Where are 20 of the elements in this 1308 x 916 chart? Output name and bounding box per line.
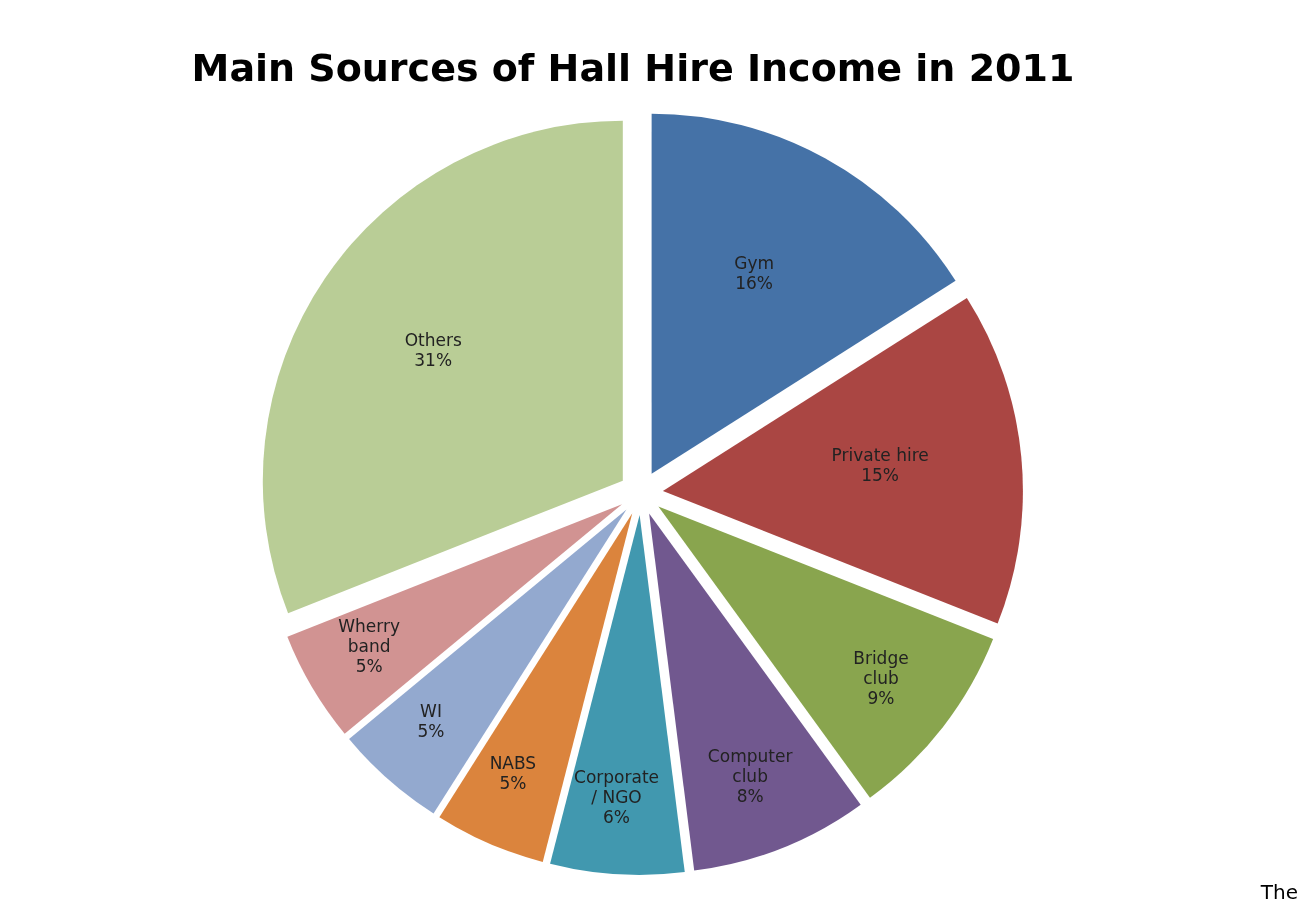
data-label: 5% <box>417 720 445 741</box>
slice-label: Private hire <box>831 444 929 465</box>
data-label: 5% <box>499 772 527 793</box>
data-label: 9% <box>867 688 895 708</box>
slice-label: WI <box>420 700 442 721</box>
slice-label: Wherry band <box>338 615 401 656</box>
slice-label: NABS <box>489 752 537 773</box>
data-label: 6% <box>603 807 631 828</box>
slice-label: Bridge club <box>853 648 909 688</box>
slice-label: Others <box>404 330 462 351</box>
data-label: 31% <box>414 350 453 371</box>
slice-label: Gym <box>734 253 775 274</box>
data-label: 8% <box>736 786 764 807</box>
data-label: 5% <box>355 655 383 676</box>
chart-title: Main Sources of Hall Hire Income in 2011 <box>190 46 1076 90</box>
text: The <box>1260 880 1298 904</box>
slice-label: Corporate / NGO <box>574 767 660 808</box>
data-label: 15% <box>861 464 900 485</box>
slice-label: Computer club <box>707 746 793 787</box>
data-label: 16% <box>735 273 774 294</box>
